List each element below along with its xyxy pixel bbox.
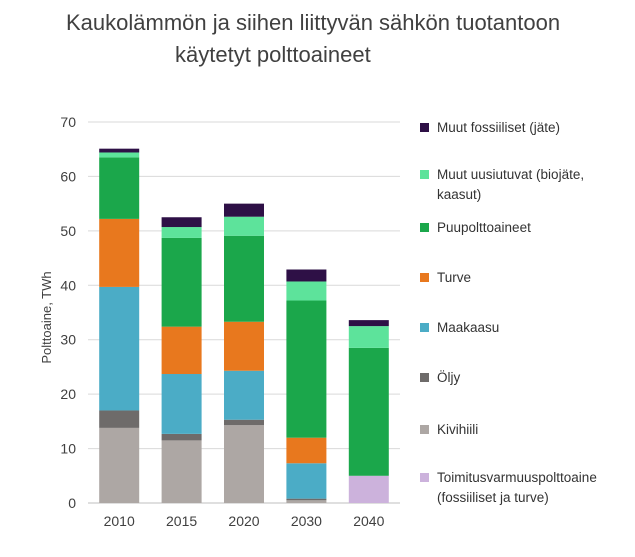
bar-segment bbox=[99, 286, 140, 411]
legend-label: Öljy bbox=[437, 370, 461, 385]
y-tick-label: 30 bbox=[60, 332, 76, 348]
bar-segment bbox=[348, 347, 389, 476]
bar-segment bbox=[348, 326, 389, 348]
legend-swatch bbox=[420, 473, 429, 482]
bar-segment bbox=[224, 203, 264, 217]
legend-item: Puupolttoaineet bbox=[420, 218, 531, 238]
bar-segment bbox=[286, 300, 327, 438]
bar-segment bbox=[286, 269, 327, 282]
legend-item: Toimitusvarmuuspolttoaine (fossiiliset j… bbox=[420, 468, 630, 508]
bar-segment bbox=[348, 320, 389, 327]
y-tick-label: 50 bbox=[60, 223, 76, 239]
legend-swatch bbox=[420, 123, 429, 132]
legend-swatch bbox=[420, 373, 429, 382]
bar-segment bbox=[224, 216, 264, 236]
y-tick-label: 0 bbox=[68, 495, 76, 511]
legend-item: Muut fossiiliset (jäte) bbox=[420, 118, 560, 138]
y-tick-label: 60 bbox=[60, 168, 76, 184]
bar-segment bbox=[161, 440, 202, 503]
y-tick-label: 20 bbox=[60, 386, 76, 402]
x-tick-label: 2040 bbox=[353, 513, 384, 529]
legend-item: Muut uusiutuvat (biojäte, kaasut) bbox=[420, 165, 630, 205]
chart-title-line-2: käytetyt polttoaineet bbox=[175, 42, 371, 67]
bar-segment bbox=[99, 410, 140, 428]
bar-segment bbox=[224, 370, 264, 420]
bar-segment bbox=[286, 500, 327, 503]
legend-label: Kivihiili bbox=[437, 422, 479, 437]
bar-segment bbox=[286, 498, 327, 501]
bar-segment bbox=[286, 281, 327, 301]
x-tick-label: 2030 bbox=[291, 513, 322, 529]
bar-segment bbox=[99, 148, 140, 153]
legend-item: Maakaasu bbox=[420, 318, 499, 338]
bar-segment bbox=[161, 374, 202, 434]
legend-label: Muut uusiutuvat (biojäte, kaasut) bbox=[437, 167, 585, 202]
legend-swatch bbox=[420, 323, 429, 332]
legend-label: Muut fossiiliset (jäte) bbox=[437, 120, 561, 135]
x-tick-label: 2020 bbox=[228, 513, 259, 529]
bar-segment bbox=[224, 425, 264, 503]
bar-segment bbox=[286, 437, 327, 464]
y-tick-label: 10 bbox=[60, 441, 76, 457]
bar-segment bbox=[99, 218, 140, 287]
bar-segment bbox=[161, 227, 202, 238]
chart-title-line-1: Kaukolämmön ja siihen liittyvän sähkön t… bbox=[66, 10, 561, 35]
legend-item: Turve bbox=[420, 268, 471, 288]
y-tick-label: 40 bbox=[60, 277, 76, 293]
bar-segment bbox=[224, 321, 264, 371]
bar-segment bbox=[224, 235, 264, 322]
bar-segment bbox=[99, 157, 140, 219]
legend-label: Turve bbox=[437, 270, 472, 285]
bar-segment bbox=[161, 237, 202, 327]
bar-segment bbox=[224, 419, 264, 426]
x-tick-label: 2015 bbox=[166, 513, 197, 529]
legend-item: Öljy bbox=[420, 368, 460, 388]
bar-segment bbox=[286, 463, 327, 499]
bar-segment bbox=[161, 217, 202, 228]
y-axis-label: Polttoaine, TWh bbox=[39, 271, 54, 363]
y-tick-label: 70 bbox=[60, 114, 76, 130]
bar-segment bbox=[161, 326, 202, 375]
legend-swatch bbox=[420, 273, 429, 282]
bar-segment bbox=[348, 475, 389, 503]
legend-swatch bbox=[420, 170, 429, 179]
legend-swatch bbox=[420, 425, 429, 434]
legend-item: Kivihiili bbox=[420, 420, 478, 440]
legend-swatch bbox=[420, 223, 429, 232]
bar-segment bbox=[99, 152, 140, 158]
legend-label: Maakaasu bbox=[437, 320, 500, 335]
x-tick-label: 2010 bbox=[104, 513, 135, 529]
legend-label: Puupolttoaineet bbox=[437, 220, 531, 235]
legend-label: Toimitusvarmuuspolttoaine (fossiiliset j… bbox=[437, 470, 597, 505]
bar-segment bbox=[161, 433, 202, 441]
bar-segment bbox=[99, 427, 140, 503]
